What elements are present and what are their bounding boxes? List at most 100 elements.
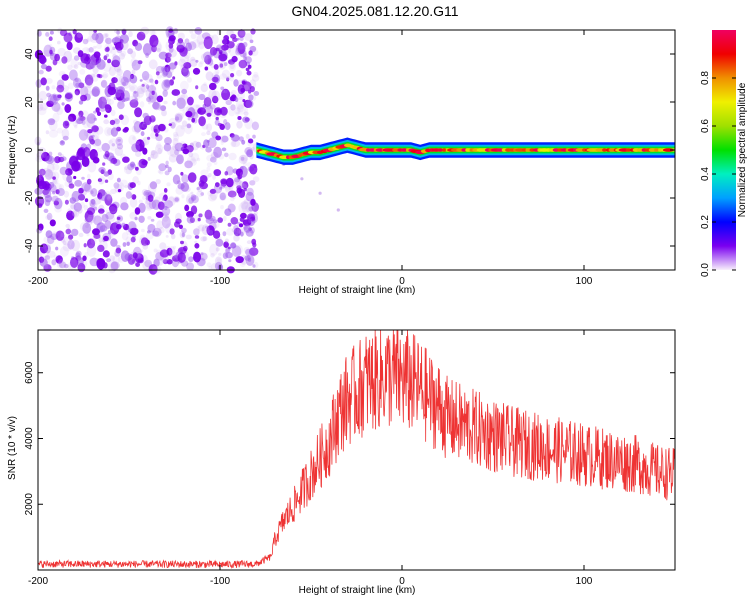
noise-blob [108,205,117,212]
noise-blob [230,89,237,96]
noise-blob [134,207,141,215]
noise-blob [208,173,212,178]
noise-blob [128,134,137,146]
noise-blob [198,213,203,218]
noise-blob [170,233,176,240]
noise-blob [39,98,43,102]
noise-blob [247,138,254,144]
noise-blob [87,161,97,173]
noise-blob [192,67,201,75]
noise-blob [121,232,129,241]
noise-blob [156,220,164,230]
noise-blob [194,27,203,35]
noise-blob [236,37,240,41]
noise-blob [132,119,139,125]
noise-blob [225,99,232,106]
noise-blob [158,170,164,175]
noise-blob [172,100,177,106]
noise-blob [224,171,229,176]
noise-blob [121,29,127,35]
noise-blob [73,202,82,212]
noise-blob [86,216,94,223]
y-tick-label: 4000 [24,427,35,450]
noise-blob [59,246,69,257]
noise-blob [230,140,237,148]
noise-blob [89,191,95,196]
top-x-ticks: -200 -100 0 100 [28,30,593,287]
noise-blob [96,59,106,70]
noise-blob [215,135,222,141]
top-y-axis-label: Frequency (Hz) [7,116,18,185]
noise-blob [157,201,165,210]
noise-blob [125,167,132,175]
noise-blob [242,41,248,48]
noise-blob [62,243,72,252]
noise-blob [196,157,201,162]
noise-blob [221,147,227,152]
noise-blob [237,103,244,113]
noise-blob [229,133,235,138]
noise-blob [152,201,160,208]
noise-blob [165,40,173,51]
noise-blob [94,138,102,147]
noise-blob [181,232,185,237]
noise-blob [46,249,50,254]
noise-blob [124,166,128,171]
noise-blob [120,202,129,211]
noise-blob [86,48,91,52]
noise-blob [149,29,155,36]
noise-blob [230,242,236,249]
noise-blob [221,44,229,51]
noise-blob [116,68,123,76]
noise-blob [50,157,56,166]
noise-blob [110,235,114,240]
noise-blob [102,250,110,258]
top-x-axis-label: Height of straight line (km) [299,285,416,296]
noise-blob [75,252,81,259]
noise-blob [62,120,70,129]
noise-blob [82,38,89,45]
noise-blob [168,246,176,256]
noise-blob [135,166,139,171]
noise-blob [95,32,104,45]
noise-blob [173,133,180,141]
colorbar-tick-label: 0.8 [700,71,711,85]
noise-blob [132,93,140,101]
noise-blob [219,63,224,68]
noise-blob [79,110,89,121]
noise-blob [246,240,252,245]
noise-blob [167,166,172,173]
colorbar-ticks: 0.0 0.2 0.4 0.6 0.8 [700,71,736,277]
noise-blob [227,48,232,53]
noise-blob [83,147,91,158]
noise-blob [240,200,249,210]
noise-blob [154,79,159,85]
noise-blob [147,182,157,195]
noise-blob [210,112,218,118]
noise-blob [155,211,164,218]
noise-blob [147,230,151,234]
noise-blob [186,123,192,129]
bottom-y-axis-label: SNR (10 * v/v) [7,416,18,480]
noise-blob [220,140,224,146]
colorbar-tick-label: 0.0 [700,263,711,277]
noise-blob [230,197,235,202]
noise-blob [68,183,75,189]
noise-blob [179,93,189,106]
noise-blob [176,40,186,49]
top-y-ticks: -40 -20 0 20 40 [24,48,675,253]
noise-blob [119,34,129,44]
noise-blob [233,79,239,87]
noise-blob [173,196,180,203]
noise-blob [49,94,59,105]
noise-blob [223,241,229,248]
noise-blob [179,231,186,239]
noise-blob [78,100,84,105]
noise-blob [44,195,53,203]
noise-blob [215,182,220,188]
noise-blob [105,33,109,38]
noise-blob [128,95,137,103]
noise-blob [171,89,181,96]
noise-blob [248,94,257,102]
noise-blob [209,104,216,110]
